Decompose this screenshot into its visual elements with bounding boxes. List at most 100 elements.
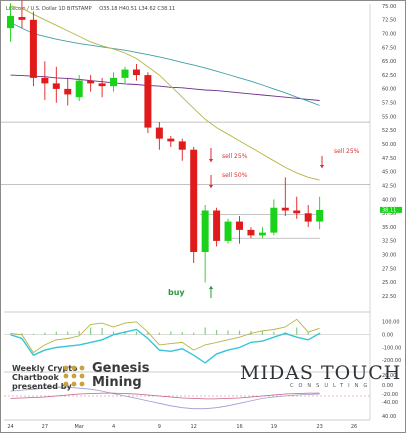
candle-body: [64, 88, 72, 95]
weekly-chartbook-watermark: Weekly Crypto Chartbook presented by: [12, 364, 78, 391]
genesis-brand: Genesis Mining: [92, 362, 150, 390]
watermark-line-3: presented by: [12, 382, 72, 391]
indicator-2-line-a: [10, 386, 320, 410]
chart-header: Litecoin / U.S. Dollar 1D BITSTAMP O35.1…: [6, 6, 175, 12]
y-tick-label: 65.00: [382, 59, 396, 65]
x-tick-label: 16: [236, 424, 242, 430]
ohlc-readout: O35.18 H40.51 L34.62 C38.11: [99, 6, 176, 12]
signal-line: [10, 318, 320, 354]
indicator-1-tick-label: 100.00: [382, 320, 400, 326]
candle-body: [52, 83, 60, 89]
y-tick-label: 37.50: [382, 211, 396, 217]
indicator-2-tick-label: 40.00: [382, 414, 396, 420]
x-tick-label: 24: [7, 424, 13, 430]
last-price-marker: [380, 206, 402, 213]
y-tick-label: 55.00: [382, 114, 396, 120]
candle-body: [281, 207, 289, 211]
x-tick-label: 9: [158, 424, 161, 430]
indicator-1-tick-label: 0.00: [382, 332, 393, 338]
macd-line: [10, 328, 320, 364]
y-tick-label: 35.00: [382, 225, 396, 231]
indicator-2-tick-label: -20.00: [382, 392, 398, 398]
candle-body: [316, 209, 324, 222]
x-tick-label: 26: [351, 424, 357, 430]
candle-body: [190, 149, 198, 252]
indicator-2-tick-label: 0.00: [382, 383, 393, 389]
y-tick-label: 60.00: [382, 87, 396, 93]
consulting-text: CONSULTING: [290, 383, 373, 389]
x-tick-label: 12: [191, 424, 197, 430]
genesis-logo-icon: [62, 364, 86, 388]
y-tick-label: 40.00: [382, 197, 396, 203]
y-tick-label: 57.50: [382, 101, 396, 107]
x-tick-label: Mar: [74, 424, 84, 430]
candle-body: [258, 232, 266, 236]
y-tick-label: 25.00: [382, 280, 396, 286]
watermark-line-1: Weekly Crypto: [12, 364, 78, 373]
candle-body: [98, 83, 106, 87]
candle-body: [270, 207, 278, 233]
genesis-word: Genesis: [92, 361, 150, 376]
indicator-2-tick-label: 20.00: [382, 373, 396, 379]
indicator-2-tick-label: -40.00: [382, 400, 398, 406]
y-tick-label: 72.50: [382, 18, 396, 24]
candle-body: [155, 127, 163, 139]
candle-body: [178, 141, 186, 150]
candle-body: [18, 17, 26, 20]
buy-arrow-head: [208, 286, 214, 289]
y-tick-label: 32.50: [382, 239, 396, 245]
candle-body: [41, 77, 49, 84]
sell-arrow-3-head: [319, 165, 325, 168]
mining-word: Mining: [92, 375, 142, 390]
candle-body: [87, 80, 95, 84]
ma-slow-line: [10, 74, 320, 101]
candle-body: [7, 15, 14, 29]
candle-body: [110, 77, 118, 87]
ma-fast-line: [10, 5, 320, 181]
symbol-title: Litecoin / U.S. Dollar 1D BITSTAMP: [6, 6, 92, 12]
candle-body: [236, 221, 243, 230]
watermark-line-2: Chartbook: [12, 373, 59, 382]
indicator-1-tick-label: -200.00: [382, 358, 401, 364]
midas-touch-logo: MIDAS TOUCH: [240, 362, 402, 384]
candle-body: [304, 213, 312, 222]
sell-25-label-2: sell 25%: [334, 148, 360, 155]
sell-arrow-1-head: [208, 159, 214, 162]
x-tick-label: 4: [112, 424, 115, 430]
candle-body: [121, 69, 129, 78]
last-price-label: 38.11: [382, 208, 396, 214]
y-tick-label: 67.50: [382, 45, 396, 51]
candle-body: [224, 221, 232, 241]
indicator-1-tick-label: -100.00: [382, 345, 401, 351]
y-tick-label: 62.50: [382, 73, 396, 79]
x-tick-label: 19: [271, 424, 277, 430]
candle-body: [247, 229, 255, 236]
y-tick-label: 52.50: [382, 128, 396, 134]
buy-label: buy: [168, 288, 185, 297]
y-tick-label: 27.50: [382, 266, 396, 272]
candle-body: [144, 75, 152, 128]
candle-body: [213, 210, 221, 241]
y-tick-label: 47.50: [382, 156, 396, 162]
x-tick-label: 23: [316, 424, 322, 430]
y-tick-label: 22.50: [382, 294, 396, 300]
sell-25-label-1: sell 25%: [222, 153, 248, 160]
candle-body: [167, 138, 175, 142]
candle-body: [293, 210, 301, 214]
candle-body: [29, 19, 37, 78]
x-tick-label: 27: [42, 424, 48, 430]
y-tick-label: 70.00: [382, 31, 396, 37]
y-tick-label: 50.00: [382, 142, 396, 148]
candle-body: [75, 80, 83, 98]
y-tick-label: 45.00: [382, 170, 396, 176]
y-tick-label: 42.50: [382, 183, 396, 189]
candle-body: [132, 69, 140, 76]
y-tick-label: 75.00: [382, 4, 396, 10]
indicator-2-line-b: [10, 392, 320, 400]
ma-mid-line: [10, 22, 320, 106]
candle-body: [201, 210, 209, 252]
sell-arrow-2-head: [208, 185, 214, 188]
y-tick-label: 30.00: [382, 253, 396, 259]
sell-50-label: sell 50%: [222, 172, 248, 179]
